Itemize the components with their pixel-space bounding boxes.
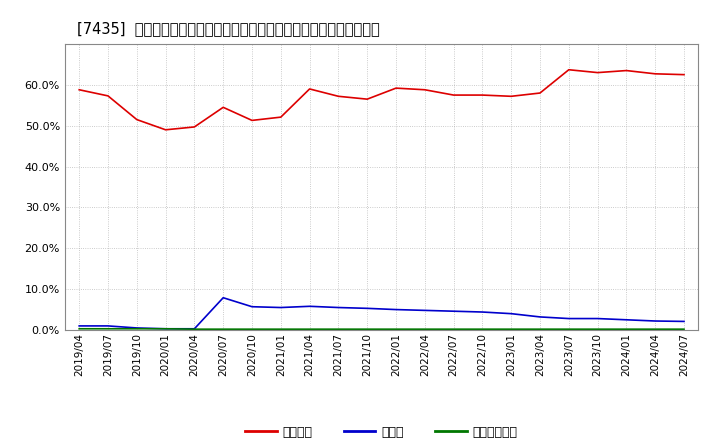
繰延税金資産	[478, 326, 487, 332]
自己資本	[219, 105, 228, 110]
自己資本	[161, 127, 170, 132]
繰延税金資産	[190, 326, 199, 332]
繰延税金資産	[276, 326, 285, 332]
自己資本	[363, 96, 372, 102]
繰延税金資産	[564, 326, 573, 332]
のれん	[622, 317, 631, 323]
繰延税金資産	[104, 326, 112, 331]
自己資本	[449, 92, 458, 98]
のれん	[536, 314, 544, 319]
のれん	[420, 308, 429, 313]
自己資本	[536, 90, 544, 95]
のれん	[680, 319, 688, 324]
自己資本	[190, 124, 199, 129]
繰延税金資産	[363, 326, 372, 332]
繰延税金資産	[75, 326, 84, 331]
自己資本	[651, 71, 660, 77]
繰延税金資産	[449, 326, 458, 332]
自己資本	[622, 68, 631, 73]
自己資本	[507, 94, 516, 99]
自己資本	[593, 70, 602, 75]
繰延税金資産	[305, 326, 314, 332]
のれん	[161, 326, 170, 331]
のれん	[478, 309, 487, 315]
のれん	[104, 323, 112, 329]
自己資本	[680, 72, 688, 77]
のれん	[363, 306, 372, 311]
繰延税金資産	[420, 326, 429, 332]
繰延税金資産	[622, 326, 631, 332]
自己資本	[305, 86, 314, 92]
自己資本	[392, 85, 400, 91]
自己資本	[334, 94, 343, 99]
自己資本	[420, 87, 429, 92]
のれん	[507, 311, 516, 316]
Line: 自己資本: 自己資本	[79, 70, 684, 130]
繰延税金資産	[593, 326, 602, 332]
繰延税金資産	[334, 326, 343, 332]
繰延税金資産	[248, 326, 256, 332]
のれん	[449, 308, 458, 314]
繰延税金資産	[680, 326, 688, 332]
自己資本	[478, 92, 487, 98]
自己資本	[104, 93, 112, 99]
のれん	[564, 316, 573, 321]
のれん	[593, 316, 602, 321]
繰延税金資産	[507, 326, 516, 332]
のれん	[190, 326, 199, 331]
のれん	[276, 305, 285, 310]
のれん	[219, 295, 228, 301]
繰延税金資産	[161, 326, 170, 331]
自己資本	[276, 114, 285, 120]
のれん	[334, 305, 343, 310]
自己資本	[75, 87, 84, 92]
Line: のれん: のれん	[79, 298, 684, 329]
繰延税金資産	[392, 326, 400, 332]
繰延税金資産	[536, 326, 544, 332]
のれん	[651, 319, 660, 324]
のれん	[248, 304, 256, 309]
のれん	[305, 304, 314, 309]
自己資本	[248, 118, 256, 123]
のれん	[132, 325, 141, 330]
のれん	[75, 323, 84, 329]
のれん	[392, 307, 400, 312]
繰延税金資産	[132, 326, 141, 331]
Text: [7435]  自己資本、のれん、繰延税金資産の総資産に対する比率の推移: [7435] 自己資本、のれん、繰延税金資産の総資産に対する比率の推移	[78, 21, 380, 36]
自己資本	[132, 117, 141, 122]
自己資本	[564, 67, 573, 72]
Legend: 自己資本, のれん, 繰延税金資産: 自己資本, のれん, 繰延税金資産	[240, 421, 523, 440]
繰延税金資産	[651, 326, 660, 332]
繰延税金資産	[219, 326, 228, 332]
